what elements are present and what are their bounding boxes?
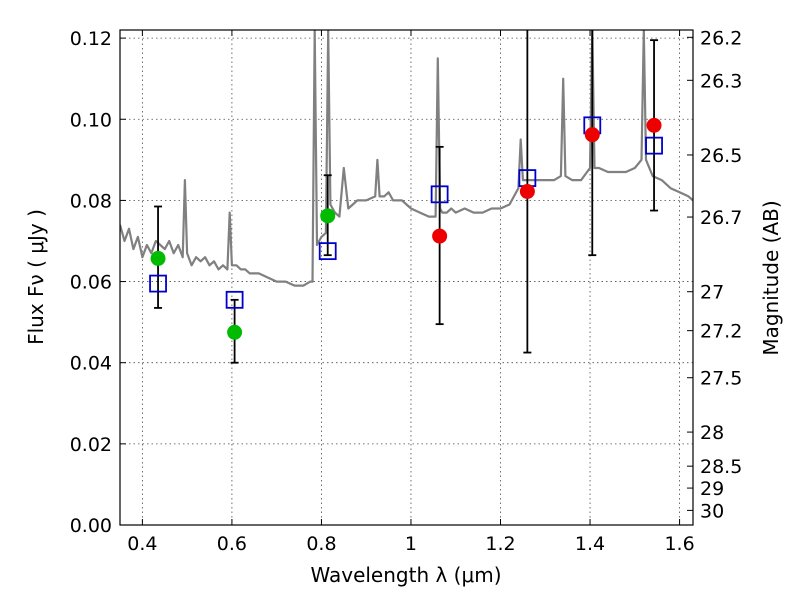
x-tick-label: 0.8 [306, 533, 336, 555]
model-square-point [149, 274, 167, 293]
model-square-point [645, 136, 663, 155]
spectrum-layer [120, 30, 693, 287]
y-tick-label: 0.08 [70, 190, 112, 212]
plot-frame [119, 29, 694, 526]
x-tick-label: 1.4 [575, 533, 605, 555]
spectrum-line [120, 30, 693, 287]
model-square-point [225, 290, 244, 309]
y-tick-label: 0.10 [70, 109, 112, 131]
magnitude-tick-label: 26.7 [700, 207, 742, 229]
y-axis-title: Flux Fν ( μJy ) [24, 209, 48, 345]
green-observed-point [150, 250, 166, 266]
red-observed-point [519, 183, 535, 199]
red-observed-point [432, 228, 448, 244]
red-observed-point [646, 117, 662, 133]
axis-ticks: 0.4 0.6 0.8 1 1.2 1.4 1.6 0.00 0.02 0.04 0.06 0.08 0… [70, 27, 743, 555]
x-tick-label: 1.6 [664, 533, 694, 555]
y-tick-label: 0.00 [70, 515, 112, 537]
magnitude-tick-label: 28.5 [700, 456, 742, 478]
x-tick-label: 0.6 [217, 533, 247, 555]
error-bars [154, 30, 659, 364]
magnitude-tick-label: 26.3 [700, 70, 742, 92]
magnitude-tick-label: 27.5 [700, 368, 742, 390]
green-observed-point [227, 324, 243, 340]
x-tick-label: 0.4 [127, 533, 157, 555]
x-tick-label: 1 [405, 533, 417, 555]
magnitude-tick-label: 26.2 [700, 27, 742, 49]
magnitude-tick-label: 30 [700, 500, 724, 522]
y-tick-label: 0.02 [70, 434, 112, 456]
x-tick-label: 1.2 [485, 533, 515, 555]
data-markers [149, 116, 663, 340]
magnitude-tick-label: 27.2 [700, 321, 742, 343]
magnitude-tick-label: 29 [700, 478, 724, 500]
grid-lines [120, 30, 693, 526]
model-square-point [318, 242, 337, 261]
model-square-point [430, 185, 449, 204]
magnitude-tick-label: 27 [700, 282, 724, 304]
right-axis-title: Magnitude (AB) [759, 200, 783, 355]
y-tick-label: 0.04 [70, 353, 112, 375]
magnitude-tick-label: 28 [700, 422, 724, 444]
magnitude-tick-label: 26.5 [700, 145, 742, 167]
x-axis-title: Wavelength λ (μm) [310, 563, 501, 587]
y-tick-label: 0.12 [70, 28, 112, 50]
y-tick-label: 0.06 [70, 272, 112, 294]
red-observed-point [584, 127, 600, 143]
green-observed-point [320, 208, 336, 224]
